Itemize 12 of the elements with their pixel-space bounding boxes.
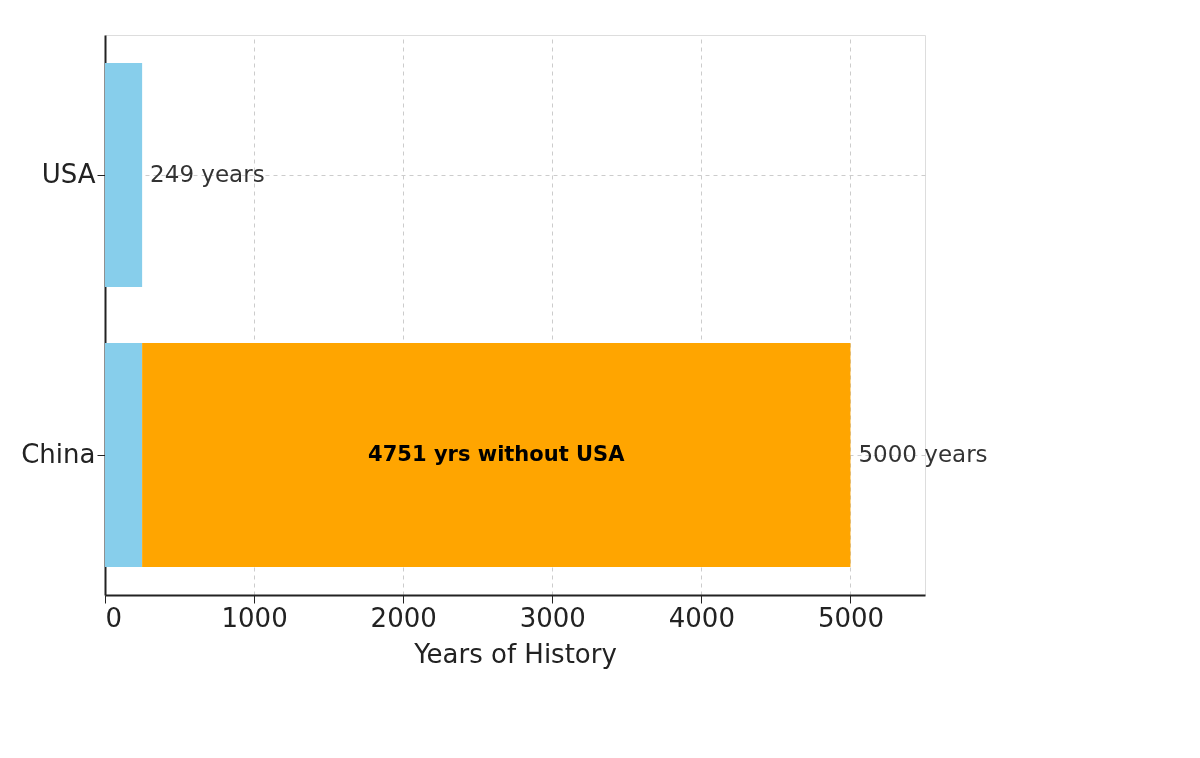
y-tick-label: USA — [41, 159, 96, 189]
x-tick-label: 3000 — [519, 602, 586, 633]
data-label: 4751 yrs without USA — [368, 442, 626, 466]
y-tick-label: China — [21, 439, 96, 469]
x-tick-label: 4000 — [668, 602, 735, 633]
total-label: 249 years — [150, 161, 265, 187]
x-axis-title: Years of History — [413, 638, 617, 669]
x-tick-label: 2000 — [370, 602, 437, 633]
x-tick-label: 5000 — [817, 602, 885, 633]
x-tick-label: 0 — [105, 602, 123, 633]
total-label: 5000 years — [858, 441, 988, 467]
x-tick-label: 1000 — [221, 602, 288, 633]
